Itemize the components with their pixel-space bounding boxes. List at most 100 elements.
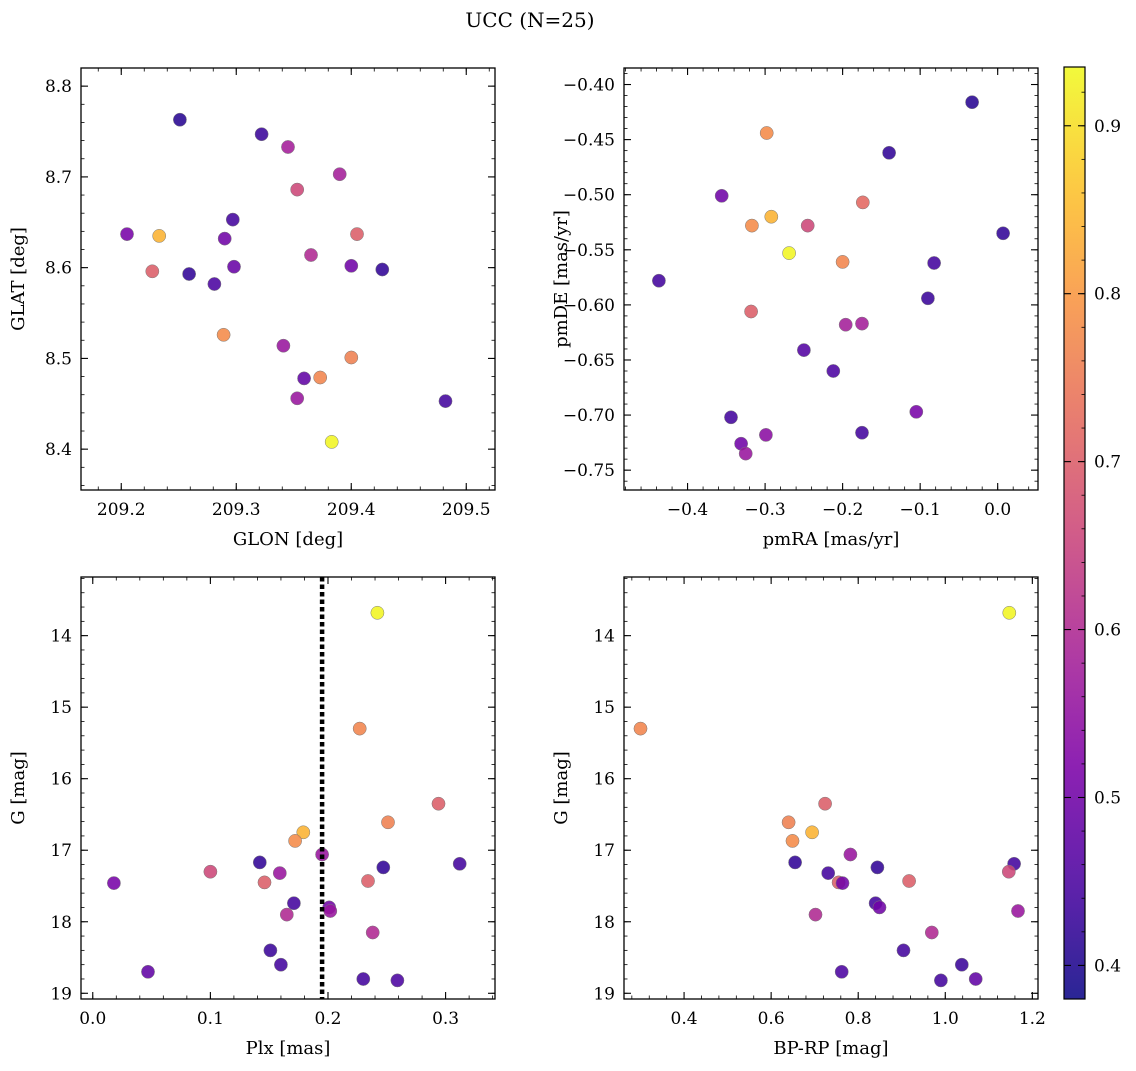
y-tick-label: 15 [50, 698, 72, 718]
data-point [781, 815, 796, 830]
data-point [323, 904, 338, 918]
data-point [452, 856, 467, 871]
data-point [324, 435, 339, 449]
data-point [296, 825, 311, 840]
colorbar-tick-label: 0.7 [1094, 453, 1121, 473]
data-point [263, 943, 278, 958]
panel-glon-glat: 209.2 209.3 209.4 209.5 8.4 8.5 8.6 8.7 8.8 GLON … [8, 67, 496, 550]
panel-pmra-pmde: −0.4 −0.3 −0.2 −0.1 0.0−0.75−0.70−0.65−0.60−… [551, 67, 1039, 550]
data-point [276, 338, 291, 353]
scatter-points [652, 95, 1010, 461]
data-point [344, 258, 359, 273]
data-point [225, 212, 240, 227]
data-point [281, 140, 295, 154]
data-point [968, 972, 983, 986]
data-point [252, 855, 267, 870]
data-point [390, 973, 405, 988]
data-point [843, 847, 858, 862]
colorbar-tick-label: 0.6 [1094, 621, 1121, 641]
y-tick-label: 15 [593, 698, 615, 718]
data-point [288, 834, 302, 848]
data-point [1011, 904, 1025, 918]
y-tick-label: 19 [593, 984, 615, 1004]
data-point [361, 874, 375, 888]
data-point [954, 957, 969, 972]
y-tick-label: 16 [50, 770, 72, 790]
data-point [297, 371, 311, 386]
data-point [344, 350, 359, 365]
data-point [785, 834, 800, 848]
data-point [227, 259, 241, 274]
y-tick-label: −0.55 [563, 241, 615, 261]
data-point [216, 327, 231, 342]
y-ticks: 14 15 16 17 18 19 [593, 578, 1038, 1004]
y-ticks: −0.75 −0.70 −0.65 −0.60 −0.55 −0.50 −0.45 −0.40 [563, 73, 1038, 482]
y-tick-label: 19 [50, 984, 72, 1004]
data-point [313, 370, 328, 385]
x-tick-label: 209.5 [442, 500, 491, 520]
data-point [965, 95, 979, 110]
data-point [633, 721, 648, 736]
data-point [274, 957, 288, 972]
x-tick-label: 209.3 [212, 500, 261, 520]
x-tick-label: 1.2 [1019, 1009, 1046, 1029]
y-tick-label: 14 [50, 627, 72, 647]
x-tick-label: 0.2 [314, 1009, 341, 1029]
data-point [800, 218, 815, 233]
y-tick-label: 17 [50, 841, 72, 861]
x-axis-label: pmRA [mas/yr] [763, 529, 900, 550]
data-point [759, 126, 774, 140]
data-point [376, 860, 391, 875]
data-point [381, 815, 395, 830]
data-point [370, 605, 385, 620]
y-tick-label: 18 [50, 913, 72, 933]
x-ticks: −0.4 −0.3 −0.2 −0.1 0.0 [625, 68, 1030, 520]
x-tick-label: −0.2 [822, 500, 863, 520]
y-tick-label: −0.65 [563, 351, 615, 371]
x-axis-label: GLON [deg] [233, 529, 343, 550]
data-point [173, 112, 187, 127]
data-point [855, 195, 870, 210]
data-point [855, 425, 869, 440]
data-point [279, 907, 294, 922]
axes-frame [623, 67, 1039, 491]
y-axis-label: GLAT [deg] [8, 227, 29, 331]
data-point [724, 410, 738, 425]
data-point [902, 874, 916, 888]
x-ticks: 0.0 0.1 0.2 0.3 [79, 577, 494, 1029]
data-point [882, 145, 896, 160]
data-point [182, 267, 196, 281]
y-tick-label: −0.45 [563, 131, 615, 151]
data-point [797, 343, 811, 357]
data-point [788, 855, 802, 870]
data-point [744, 304, 758, 319]
y-tick-label: 8.6 [45, 259, 72, 279]
data-point [352, 721, 367, 736]
data-point [652, 273, 666, 288]
data-point [838, 317, 853, 332]
data-point [924, 925, 939, 940]
figure-title: UCC (N=25) [465, 8, 594, 32]
data-point [821, 866, 836, 880]
data-point [870, 860, 885, 875]
panel-plx-g: 0.0 0.1 0.2 0.3 14 15 16 17 18 19 Plx [mas] G [mag] [8, 576, 496, 1059]
y-axis-label: G [mag] [8, 751, 29, 824]
y-axis-label: pmDE [mas/yr] [551, 210, 572, 348]
axes-frame [623, 576, 1039, 1000]
colorbar-frame [1063, 66, 1086, 1000]
y-tick-label: −0.50 [563, 186, 615, 206]
x-tick-label: 0.4 [671, 1009, 698, 1029]
data-point [782, 246, 796, 260]
y-tick-label: 16 [593, 770, 615, 790]
x-tick-label: 1.0 [932, 1009, 959, 1029]
y-tick-label: 17 [593, 841, 615, 861]
data-point [254, 127, 269, 142]
data-point [257, 875, 272, 890]
x-axis-label: BP-RP [mag] [773, 1038, 888, 1059]
y-tick-label: 8.7 [45, 168, 72, 188]
x-tick-label: 0.0 [984, 500, 1011, 520]
y-tick-label: 14 [593, 627, 615, 647]
data-point [217, 231, 232, 246]
